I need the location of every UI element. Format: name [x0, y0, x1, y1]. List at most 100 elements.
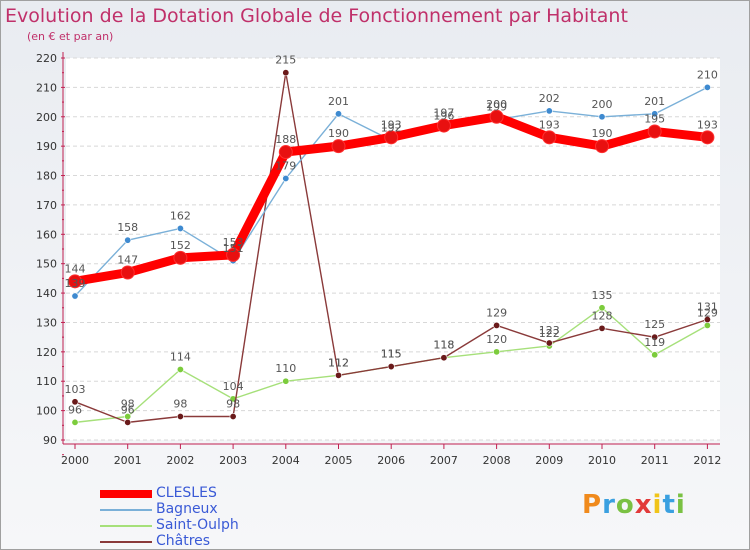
y-tick-label: 150	[36, 258, 57, 271]
legend-item-bagneux: Bagneux	[100, 501, 360, 518]
data-point	[71, 418, 79, 426]
data-label: 96	[121, 403, 135, 416]
data-point	[282, 69, 290, 77]
y-tick-label: 190	[36, 140, 57, 153]
data-label: 120	[486, 333, 507, 346]
legend-item-saint-oulph: Saint-Oulph	[100, 517, 360, 534]
y-tick-label: 130	[36, 316, 57, 329]
data-label: 118	[433, 339, 454, 352]
data-point	[173, 250, 188, 265]
legend-label: Saint-Oulph	[156, 517, 239, 533]
data-point	[651, 110, 659, 118]
x-tick-label: 2005	[325, 454, 353, 467]
data-label: 197	[433, 107, 454, 120]
data-point	[545, 107, 553, 115]
data-point	[226, 247, 241, 262]
data-label: 196	[433, 110, 454, 123]
chart-subtitle: (en € et par an)	[27, 30, 114, 43]
data-label: 199	[486, 101, 507, 114]
y-tick-label: 200	[36, 111, 57, 124]
data-point	[71, 292, 79, 300]
data-point	[703, 83, 711, 91]
data-label: 193	[697, 118, 718, 131]
data-point	[334, 110, 342, 118]
y-tick-label: 180	[36, 170, 57, 183]
data-label: 96	[68, 403, 82, 416]
y-tick-label: 100	[36, 405, 57, 418]
data-point	[545, 339, 553, 347]
legend-swatch	[100, 525, 152, 527]
data-point	[124, 418, 132, 426]
data-point	[120, 265, 135, 280]
x-tick-label: 2000	[61, 454, 89, 467]
y-tick-label: 110	[36, 375, 57, 388]
data-label: 190	[328, 127, 349, 140]
data-label: 158	[117, 221, 138, 234]
data-label: 112	[328, 356, 349, 369]
x-tick-label: 2010	[588, 454, 616, 467]
x-tick-label: 2011	[641, 454, 669, 467]
x-tick-label: 2004	[272, 454, 300, 467]
data-point	[493, 348, 501, 356]
data-label: 215	[275, 54, 296, 67]
data-label: 201	[328, 95, 349, 108]
data-label: 129	[486, 306, 507, 319]
x-tick-label: 2003	[219, 454, 247, 467]
data-point	[440, 354, 448, 362]
chart-title: Evolution de la Dotation Globale de Fonc…	[5, 5, 628, 27]
data-label: 195	[644, 112, 665, 125]
data-label: 144	[65, 262, 86, 275]
data-label: 153	[223, 236, 244, 249]
data-point	[436, 118, 451, 133]
data-label: 125	[644, 318, 665, 331]
legend-swatch	[100, 490, 152, 498]
x-tick-label: 2012	[693, 454, 721, 467]
data-label: 115	[381, 348, 402, 361]
y-tick-label: 170	[36, 199, 57, 212]
data-label: 98	[226, 397, 240, 410]
data-label: 129	[697, 306, 718, 319]
data-label: 104	[223, 380, 244, 393]
data-point	[334, 371, 342, 379]
data-label: 202	[539, 92, 560, 105]
data-point	[647, 124, 662, 139]
plot-area	[66, 58, 720, 440]
data-label: 188	[275, 133, 296, 146]
data-label: 98	[121, 397, 135, 410]
data-label: 115	[381, 348, 402, 361]
data-point	[282, 174, 290, 182]
data-label: 98	[173, 397, 187, 410]
data-point	[700, 130, 715, 145]
data-label: 114	[170, 350, 191, 363]
legend-swatch	[100, 509, 152, 511]
data-point	[384, 130, 399, 145]
data-label: 151	[223, 242, 244, 255]
data-label: 123	[539, 324, 560, 337]
data-point	[598, 324, 606, 332]
data-label: 190	[592, 127, 613, 140]
series-clesles	[68, 109, 715, 289]
data-label: 122	[539, 327, 560, 340]
data-point	[176, 365, 184, 373]
x-tick-label: 2002	[166, 454, 194, 467]
proxiti-logo: Proxiti	[582, 490, 686, 520]
data-point	[542, 130, 557, 145]
x-tick-label: 2008	[483, 454, 511, 467]
data-point	[278, 145, 293, 160]
data-point	[703, 316, 711, 324]
y-tick-label: 120	[36, 346, 57, 359]
data-point	[651, 351, 659, 359]
data-label: 193	[381, 118, 402, 131]
data-point	[124, 236, 132, 244]
data-point	[229, 412, 237, 420]
data-point	[489, 109, 504, 124]
data-point	[595, 139, 609, 154]
data-point	[387, 363, 395, 371]
y-tick-label: 140	[36, 287, 57, 300]
y-tick-label: 90	[43, 434, 57, 447]
data-label: 201	[644, 95, 665, 108]
data-label: 200	[592, 98, 613, 111]
data-point	[71, 398, 79, 406]
data-label: 103	[65, 383, 86, 396]
